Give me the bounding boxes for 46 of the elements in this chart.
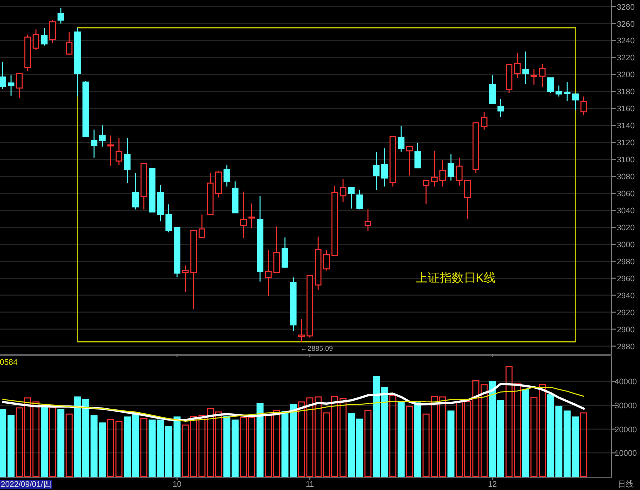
bar [580, 412, 588, 478]
y-tick-label: 3280 [617, 2, 636, 12]
y-tick-label: 3220 [617, 54, 636, 63]
y-tick-label: 3020 [617, 224, 636, 233]
x-tick-label: 11 [306, 480, 315, 489]
y-tick-label: 2900 [617, 325, 636, 334]
y-tick-label: 2940 [617, 291, 636, 300]
y-tick-label: 2880 [617, 342, 636, 352]
y-tick-label: 3200 [617, 70, 636, 80]
y-tick-label: 30000 [614, 402, 638, 411]
y-tick-label: 3080 [617, 172, 636, 182]
bar [390, 395, 397, 478]
y-tick-label: 3040 [617, 206, 636, 216]
bar [66, 414, 73, 478]
y-tick-label: 40000 [614, 378, 638, 387]
annotation: 上证指数日K线 [416, 271, 496, 285]
y-tick-label: 3000 [617, 240, 636, 250]
y-tick-label: 3140 [617, 122, 636, 131]
y-tick-label: 20000 [614, 425, 638, 434]
x-tick-label: 10 [172, 480, 182, 489]
bar [448, 410, 455, 478]
y-tick-label: 10000 [614, 449, 638, 458]
bar [49, 406, 56, 478]
text: 日线 [618, 480, 634, 489]
bar [522, 390, 530, 478]
y-tick-label: 3240 [617, 36, 636, 46]
y-tick-label: 3160 [617, 104, 636, 114]
y-tick-label: 2980 [617, 257, 636, 266]
y-tick-label: 3100 [617, 156, 636, 165]
y-tick-label: 3260 [617, 20, 636, 29]
bar [414, 402, 422, 478]
bar [140, 418, 148, 478]
bar [364, 410, 372, 478]
y-tick-label: 3180 [617, 88, 636, 97]
y-tick-label: 3120 [617, 138, 636, 148]
y-tick-label: 3060 [617, 190, 636, 199]
y-tick-label: 2920 [617, 308, 636, 318]
bar [406, 406, 414, 478]
bar [256, 403, 264, 478]
y-tick-label: 2960 [617, 274, 636, 284]
bar [58, 409, 65, 478]
x-tick-label: 12 [488, 480, 498, 489]
bar [398, 402, 405, 478]
text: 2022/09/01/四 [1, 480, 52, 489]
annotation: 0584 [0, 358, 18, 367]
bar [41, 406, 48, 478]
